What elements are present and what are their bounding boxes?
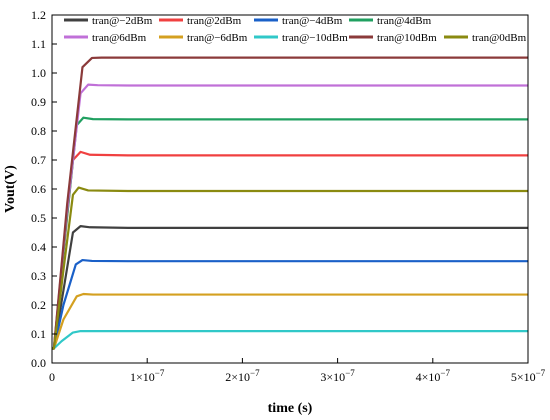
- series-line-tran-2dbm: [52, 150, 528, 350]
- legend-label: tran@4dBm: [377, 15, 432, 27]
- y-tick-label: 0.9: [31, 95, 46, 109]
- x-tick-label: 4×10−7: [416, 368, 451, 384]
- x-tick-label: 2×10−7: [225, 368, 260, 384]
- series-layer: [52, 56, 528, 350]
- series-line-tran-neg6dbm: [52, 292, 528, 350]
- legend-label: tran@10dBm: [377, 32, 437, 44]
- series-line-tran-neg10dbm: [52, 330, 528, 350]
- legend-item-tran-2dbm: tran@2dBm: [159, 15, 242, 27]
- x-tick-label: 1×10−7: [130, 368, 165, 384]
- y-tick-label: 0.3: [31, 269, 46, 283]
- y-axis-title: Vout(V): [3, 165, 18, 213]
- ticks-layer: 0 1×10−7 2×10−7 3×10−7 4×10−7 5×10−7 0.0 0.1 0.2…: [31, 8, 546, 384]
- legend-label: tran@2dBm: [187, 15, 242, 27]
- legend-item-tran-6dbm: tran@6dBm: [64, 32, 147, 44]
- y-tick-label: 0.0: [31, 356, 46, 370]
- y-tick-label: 0.1: [31, 327, 46, 341]
- y-tick-label: 0.5: [31, 211, 46, 225]
- legend-label: tran@6dBm: [92, 32, 147, 44]
- x-tick-label: 5×10−7: [511, 368, 546, 384]
- legend-item-tran-4dbm: tran@4dBm: [349, 15, 432, 27]
- series-line-tran-6dbm: [52, 83, 528, 350]
- legend-item-tran-neg10dbm: tran@−10dBm: [254, 32, 348, 44]
- legend-item-tran-neg6dbm: tran@−6dBm: [159, 32, 248, 44]
- x-tick-label: 0: [49, 370, 55, 384]
- y-tick-label: 1.1: [31, 37, 46, 51]
- y-tick-label: 0.7: [31, 153, 46, 167]
- y-tick-label: 0.8: [31, 124, 46, 138]
- series-line-tran-0dbm: [52, 186, 528, 350]
- y-tick-label: 1.0: [31, 66, 46, 80]
- x-tick-label: 3×10−7: [320, 368, 355, 384]
- y-tick-label: 1.2: [31, 8, 46, 22]
- legend-item-tran-0dbm: tran@0dBm: [444, 32, 527, 44]
- plot-frame: [51, 14, 529, 364]
- legend-label: tran@0dBm: [472, 32, 527, 44]
- series-line-tran-neg4dbm: [52, 258, 528, 350]
- legend-label: tran@−10dBm: [282, 32, 348, 44]
- legend-label: tran@−6dBm: [187, 32, 248, 44]
- legend-item-tran-neg2dbm: tran@−2dBm: [64, 15, 153, 27]
- y-tick-label: 0.6: [31, 182, 46, 196]
- legend-item-tran-neg4dbm: tran@−4dBm: [254, 15, 343, 27]
- legend-label: tran@−2dBm: [92, 15, 153, 27]
- series-line-tran-4dbm: [52, 116, 528, 350]
- legend: tran@−2dBm tran@2dBm tran@−4dBm tran@4dBm tr…: [64, 15, 527, 44]
- legend-label: tran@−4dBm: [282, 15, 343, 27]
- y-tick-label: 0.4: [31, 240, 46, 254]
- y-tick-label: 0.2: [31, 298, 46, 312]
- x-axis-title: time (s): [268, 401, 313, 416]
- legend-item-tran-10dbm: tran@10dBm: [349, 32, 437, 44]
- series-line-tran-10dbm: [52, 56, 528, 350]
